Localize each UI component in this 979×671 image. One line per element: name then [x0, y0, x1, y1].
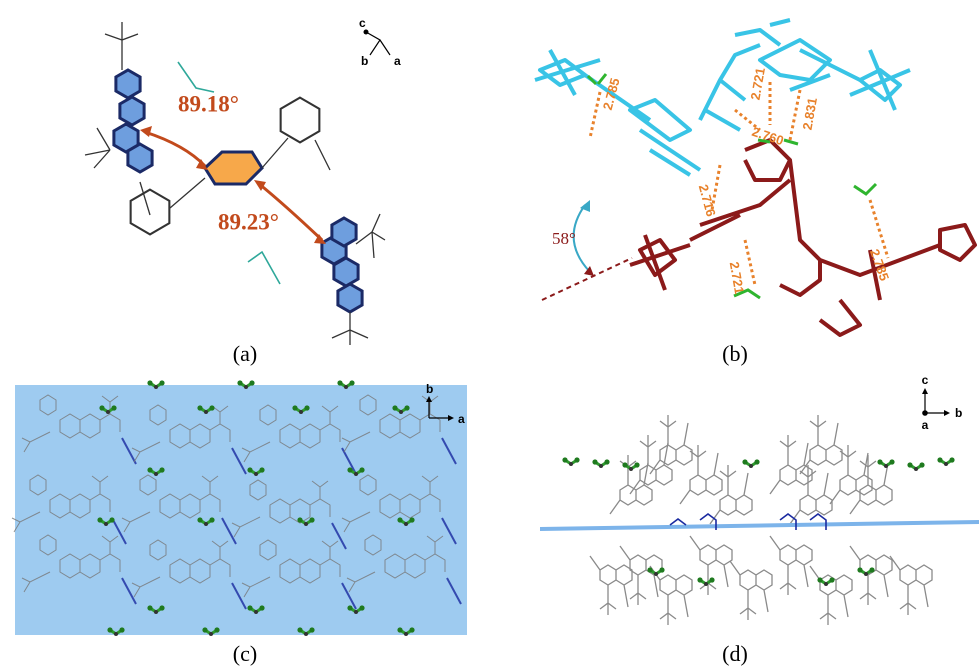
axis-label: a	[922, 418, 929, 432]
distance-label: 2.785	[600, 76, 623, 111]
axis-label: c	[359, 16, 366, 30]
page: {"panels": [ {"label": "(a)", "angles": …	[0, 0, 979, 671]
distance-label: 2.785	[867, 247, 892, 283]
panel-c: b a (c)	[12, 380, 467, 666]
angle-label: 89.23°	[218, 209, 279, 234]
axes-triad: c b a	[359, 16, 401, 68]
molecule-cyan	[535, 20, 910, 175]
panel-label: (a)	[233, 341, 257, 366]
axis-label: b	[426, 382, 433, 396]
molecule	[85, 22, 205, 234]
angle-label: 89.18°	[178, 91, 239, 116]
plane	[540, 520, 979, 531]
central-ring	[205, 152, 262, 184]
axis-label: a	[394, 54, 401, 68]
axes-triad: c b a	[922, 373, 963, 432]
figure: 89.18° 89.23° c b a (a)	[0, 0, 979, 671]
panel-label: (b)	[722, 341, 748, 366]
solvent	[178, 62, 214, 92]
plane	[15, 385, 467, 635]
distance-label: 2.721	[727, 261, 747, 296]
reference-line	[542, 258, 632, 300]
panel-a: 89.18° 89.23° c b a (a)	[85, 16, 401, 366]
angle-label: 58°	[552, 229, 576, 248]
panel-label: (c)	[233, 641, 257, 666]
axis-label: b	[955, 406, 962, 420]
packing-upper	[610, 415, 892, 524]
panel-d: c b a (d)	[540, 373, 979, 666]
axis-label: b	[361, 54, 368, 68]
axis-label: a	[458, 412, 465, 426]
molecule	[262, 98, 385, 345]
rotation-arrow	[574, 205, 590, 272]
distance-label: 2.721	[748, 66, 768, 101]
axis-label: c	[922, 373, 929, 387]
distance-label: 2.716	[696, 183, 719, 218]
panel-label: (d)	[722, 641, 748, 666]
panel-b: 2.785 2.721 2.760 2.831 2.716 2.721 2.78…	[535, 20, 975, 366]
solvent	[248, 252, 280, 284]
packing-lower	[590, 536, 932, 625]
distance-label: 2.831	[800, 96, 820, 131]
